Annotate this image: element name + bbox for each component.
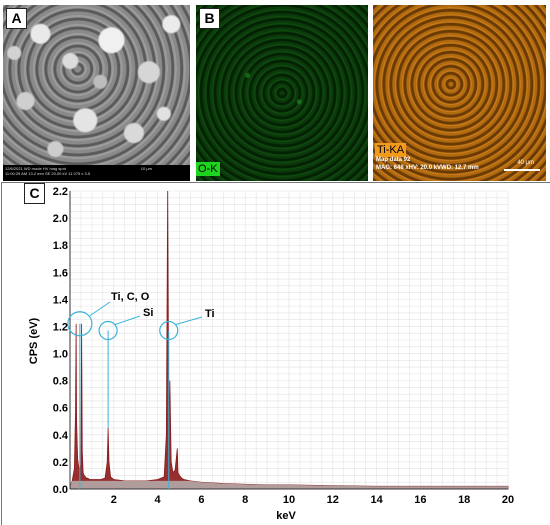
panel-letter-b: B <box>199 8 220 29</box>
x-tick-label: 10 <box>283 494 295 506</box>
map-data-text: Map data 92 <box>376 157 411 163</box>
x-tick-label: 20 <box>502 494 514 506</box>
marker-ti <box>159 320 179 341</box>
y-axis-label: CPS (eV) <box>28 317 40 364</box>
sem-micrograph <box>3 5 190 165</box>
callout-ti <box>175 316 203 325</box>
x-tick-label: 14 <box>370 494 383 506</box>
annotation-ti-c-o: Ti, C, O <box>111 291 150 303</box>
titanium-map-label: Ti-KA <box>375 143 407 157</box>
callout-ti-c-o <box>89 301 111 317</box>
y-tick-label: 0.4 <box>53 430 69 442</box>
eds-spectrum-panel: 0.0 0.2 0.4 0.6 0.8 1.0 1.2 1.4 1.6 1.8 2.0 2.2 2 4 6 8… <box>1 182 550 525</box>
y-tick-label: 0.0 <box>53 484 68 496</box>
oxygen-map-panel: O-K <box>196 5 368 181</box>
ti-scale-bar <box>504 169 540 171</box>
x-axis-label: keV <box>276 510 296 522</box>
y-tick-label: 0.2 <box>53 457 68 469</box>
titanium-map-panel: Ti-KA Map data 92 MAG: 648 xHV: 20.0 kVW… <box>373 5 546 181</box>
callout-si <box>114 315 141 325</box>
x-tick-label: 18 <box>458 494 470 506</box>
y-tick-label: 2.0 <box>53 213 68 225</box>
chart-axes: 0.0 0.2 0.4 0.6 0.8 1.0 1.2 1.4 1.6 1.8 2.0 2.2 2 4 6 8… <box>53 186 514 506</box>
y-tick-label: 1.6 <box>53 267 68 279</box>
x-tick-label: 6 <box>198 494 204 506</box>
oxygen-map-image <box>196 5 368 181</box>
sem-info-row-1: 12/6/2021 WD mode HV mag spot <box>5 166 66 171</box>
chart-grid <box>69 190 509 490</box>
x-tick-label: 8 <box>242 494 248 506</box>
x-tick-label: 12 <box>327 494 339 506</box>
annotation-ti: Ti <box>205 308 215 320</box>
sem-scale-label: 10 μm <box>140 166 152 171</box>
sem-info-bar: 12/6/2021 WD mode HV mag spot 11:00:29 A… <box>3 165 190 181</box>
spectrum-continuum <box>70 480 508 489</box>
x-tick-label: 4 <box>155 494 162 506</box>
annotation-si: Si <box>143 307 153 319</box>
panel-letter-c: C <box>24 183 45 204</box>
oxygen-map-label: O-K <box>196 162 220 176</box>
eds-spectrum-chart: 0.0 0.2 0.4 0.6 0.8 1.0 1.2 1.4 1.6 1.8 2.0 2.2 2 4 6 8… <box>28 186 514 522</box>
y-tick-label: 1.0 <box>53 349 68 361</box>
x-tick-label: 16 <box>414 494 426 506</box>
ti-scale-label: 40 μm <box>517 160 534 166</box>
panel-letter-a: A <box>6 8 27 29</box>
sem-info-row-2: 11:00:29 AM 13.2 mm SE 20.00 kV 11 075 x… <box>5 171 91 176</box>
y-tick-label: 1.2 <box>53 321 68 333</box>
marker-si <box>98 320 118 341</box>
y-tick-label: 2.2 <box>53 186 68 198</box>
y-tick-label: 0.6 <box>53 403 68 415</box>
map-mag-text: MAG: 648 xHV: 20.0 kVWD: 12.7 mm <box>376 165 479 171</box>
chart-annotations: Ti, C, O Si Ti keV CPS (eV) <box>28 291 296 522</box>
y-tick-label: 0.8 <box>53 376 68 388</box>
y-tick-label: 1.4 <box>53 294 69 306</box>
x-tick-label: 2 <box>111 494 117 506</box>
marker-ti-c-o <box>67 311 93 337</box>
y-tick-label: 1.8 <box>53 240 68 252</box>
sem-image-panel: 12/6/2021 WD mode HV mag spot 11:00:29 A… <box>3 5 190 181</box>
chart-series <box>69 190 509 490</box>
